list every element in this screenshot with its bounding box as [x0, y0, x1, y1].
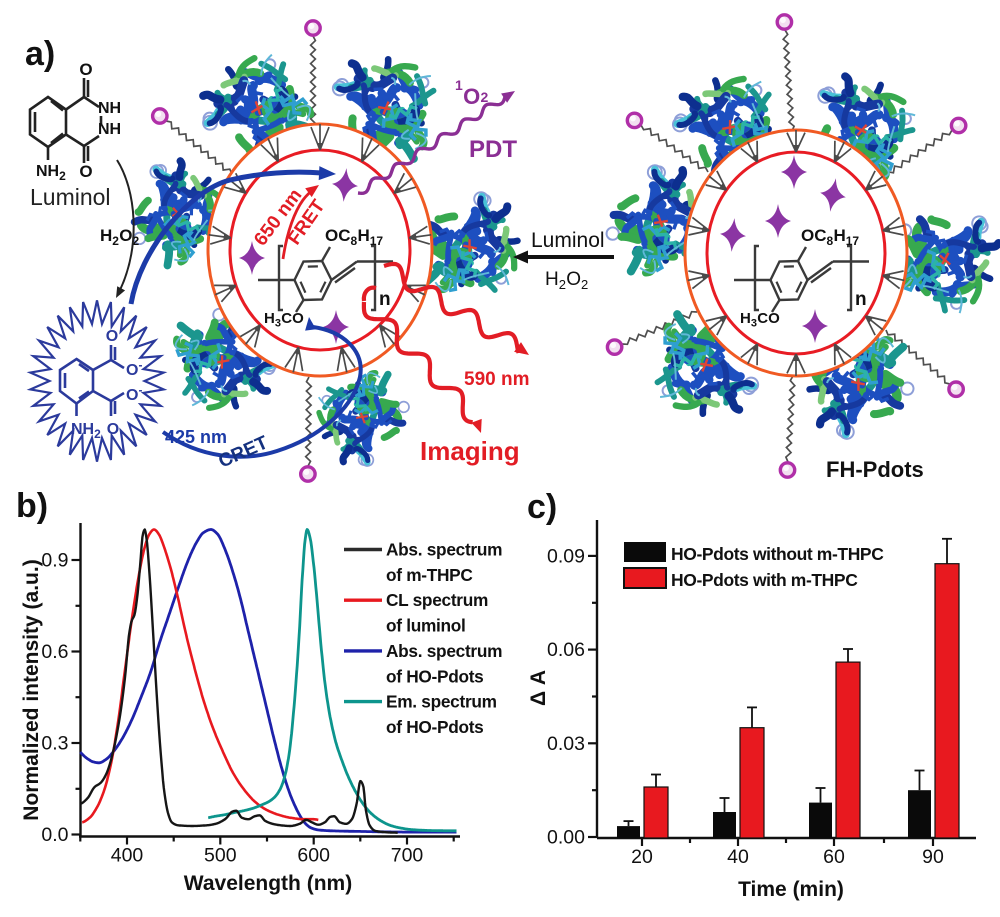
svg-text:90: 90 [922, 846, 944, 868]
svg-text:H3 CO: H3 CO [740, 310, 780, 330]
svg-text:CL spectrum: CL spectrum [386, 590, 488, 610]
svg-text:c): c) [527, 488, 557, 526]
svg-text:500: 500 [204, 845, 237, 867]
svg-text:O: O [107, 421, 119, 438]
svg-text:0.9: 0.9 [41, 550, 68, 572]
svg-text:b): b) [16, 487, 48, 525]
svg-text:HO-Pdots with m-THPC: HO-Pdots with m-THPC [671, 570, 858, 590]
svg-text:Imaging: Imaging [420, 436, 520, 466]
svg-text:O: O [79, 162, 92, 181]
svg-text:400: 400 [111, 845, 144, 867]
svg-text:Normalized intensity (a.u.): Normalized intensity (a.u.) [20, 559, 43, 820]
svg-text:Luminol: Luminol [531, 229, 605, 252]
svg-text:FH-Pdots: FH-Pdots [826, 457, 924, 482]
svg-text:NH: NH [98, 100, 121, 117]
svg-text:Em. spectrum: Em. spectrum [386, 692, 497, 712]
svg-text:590 nm: 590 nm [464, 369, 529, 390]
svg-text:PDT: PDT [469, 136, 517, 163]
svg-text:Abs. spectrum: Abs. spectrum [386, 540, 502, 560]
svg-text:a): a) [25, 35, 55, 73]
svg-text:O: O [106, 328, 118, 345]
svg-text:0.0: 0.0 [41, 824, 68, 846]
svg-text:20: 20 [631, 846, 653, 868]
svg-text:600: 600 [297, 845, 330, 867]
svg-text:of m-THPC: of m-THPC [386, 565, 473, 585]
svg-text:Δ A: Δ A [527, 670, 550, 706]
svg-text:0.3: 0.3 [41, 733, 68, 755]
svg-text:700: 700 [391, 845, 424, 867]
svg-text:Wavelength (nm): Wavelength (nm) [184, 872, 352, 895]
svg-text:0.03: 0.03 [547, 733, 585, 755]
svg-text:0.06: 0.06 [547, 639, 585, 661]
svg-text:425 nm: 425 nm [165, 427, 227, 447]
svg-text:NH: NH [98, 121, 121, 138]
svg-text:Luminol: Luminol [30, 184, 111, 210]
svg-text:n: n [855, 289, 867, 310]
svg-text:H3 CO: H3 CO [264, 310, 304, 330]
svg-text:Abs. spectrum: Abs. spectrum [386, 641, 502, 661]
svg-text:HO-Pdots without m-THPC: HO-Pdots without m-THPC [671, 544, 884, 564]
svg-text:of HO-Pdots: of HO-Pdots [386, 717, 484, 737]
svg-text:n: n [379, 289, 391, 310]
svg-text:O: O [79, 60, 92, 79]
svg-text:0.09: 0.09 [547, 545, 585, 567]
svg-text:0.00: 0.00 [547, 827, 585, 849]
svg-text:40: 40 [727, 846, 749, 868]
svg-text:0.6: 0.6 [41, 641, 68, 663]
svg-text:of luminol: of luminol [386, 616, 466, 636]
svg-text:Time (min): Time (min) [738, 878, 844, 901]
svg-text:60: 60 [823, 846, 845, 868]
svg-text:of HO-Pdots: of HO-Pdots [386, 666, 484, 686]
